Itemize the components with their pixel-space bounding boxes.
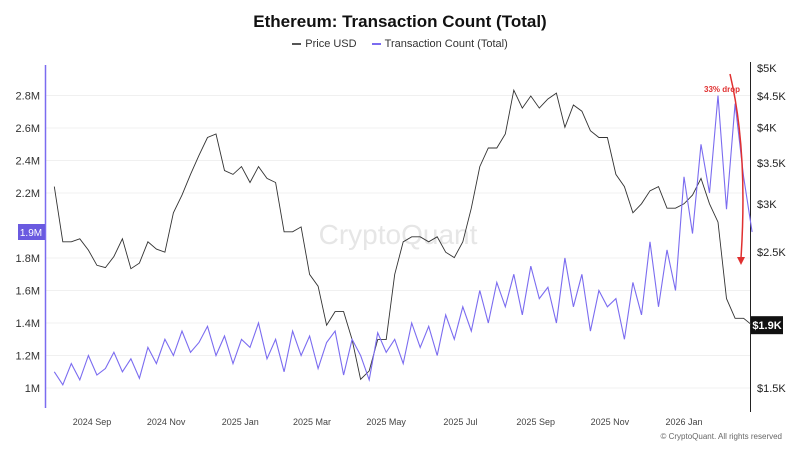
legend-item-tx[interactable]: Transaction Count (Total) — [371, 38, 508, 50]
legend-label: Transaction Count (Total) — [384, 38, 508, 50]
left-tick-label: 1.8M — [16, 253, 40, 265]
x-tick-label: 2024 Nov — [147, 417, 186, 427]
price-line — [53, 88, 753, 381]
chart-title: Ethereum: Transaction Count (Total) — [253, 12, 547, 31]
x-tick-label: 2025 Jan — [222, 417, 259, 427]
x-tick-label: 2025 Sep — [516, 417, 555, 427]
right-current-label: $1.9K — [752, 320, 781, 332]
right-tick-label: $3K — [757, 199, 777, 211]
left-tick-label: 2.8M — [16, 91, 40, 103]
x-tick-label: 2025 Nov — [591, 417, 630, 427]
x-tick-label: 2025 Mar — [293, 417, 331, 427]
right-tick-label: $5K — [757, 63, 777, 75]
left-tick-label: 1.2M — [16, 351, 40, 363]
x-tick-label: 2025 Jul — [443, 417, 477, 427]
copyright: © CryptoQuant. All rights reserved — [660, 432, 783, 441]
left-tick-label: 1.6M — [16, 286, 40, 298]
right-tick-label: $1.5K — [757, 383, 786, 395]
legend-item-price[interactable]: Price USD — [292, 38, 357, 50]
drop-arrow — [729, 73, 744, 259]
left-current-label: 1.9M — [20, 228, 42, 239]
watermark: CryptoQuant — [319, 219, 478, 250]
left-tick-label: 1M — [25, 383, 40, 395]
legend-swatch-tx — [371, 43, 381, 46]
left-tick-label: 1.4M — [16, 318, 40, 330]
legend-label: Price USD — [305, 38, 357, 50]
annotation-label: 33% drop — [704, 85, 740, 94]
drop-arrowhead — [737, 257, 745, 265]
left-tick-label: 2.4M — [16, 156, 40, 168]
right-tick-label: $2.5K — [757, 247, 786, 259]
right-tick-label: $3.5K — [757, 158, 786, 170]
right-current-badge — [751, 316, 783, 335]
right-tick-label: $4K — [757, 122, 777, 134]
legend: Price USD Transaction Count (Total) — [0, 38, 800, 50]
left-current-badge — [18, 224, 45, 240]
legend-swatch-price — [292, 43, 302, 46]
x-tick-label: 2025 May — [366, 417, 406, 427]
left-tick-label: 2.6M — [16, 123, 40, 135]
right-tick-label: $4.5K — [757, 91, 786, 103]
tx-count-line — [53, 95, 753, 386]
x-tick-label: 2024 Sep — [73, 417, 112, 427]
left-tick-label: 2.2M — [16, 188, 40, 200]
x-tick-label: 2026 Jan — [665, 417, 702, 427]
